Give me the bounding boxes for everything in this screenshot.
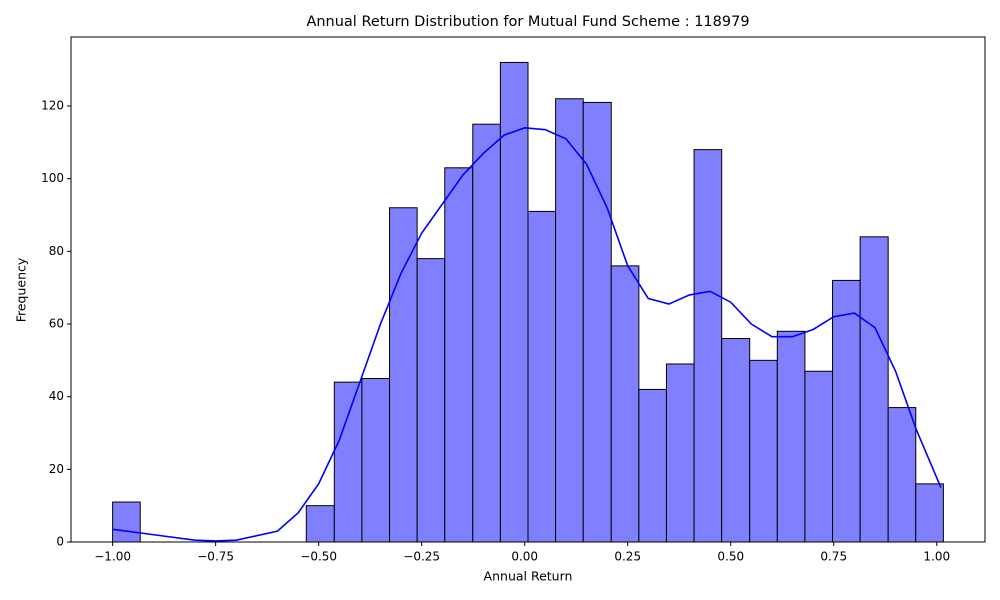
- histogram-bar: [776, 330, 806, 543]
- x-tick-label: −0.50: [300, 550, 337, 564]
- x-axis-label: Annual Return: [484, 569, 573, 584]
- histogram-bar: [638, 388, 667, 543]
- histogram-bar: [112, 501, 141, 543]
- histogram-bar: [416, 258, 446, 543]
- histogram-bar: [305, 505, 335, 543]
- histogram-bar: [389, 207, 418, 543]
- y-tick-label: 20: [49, 462, 64, 476]
- histogram-bar: [472, 123, 501, 543]
- histogram-bar: [610, 265, 640, 543]
- histogram-bar: [887, 407, 917, 543]
- histogram-bar: [555, 98, 584, 543]
- x-tick-label: 0.75: [820, 550, 847, 564]
- histogram-bar: [749, 359, 778, 543]
- chart-title: Annual Return Distribution for Mutual Fu…: [306, 14, 749, 30]
- kde-line: [112, 127, 942, 542]
- x-tick-label: −0.25: [403, 550, 440, 564]
- histogram-bar: [527, 210, 557, 543]
- y-tick-label: 40: [49, 389, 64, 403]
- histogram-bar: [915, 483, 944, 543]
- histogram-bar: [832, 279, 861, 543]
- y-tick-label: 0: [56, 535, 64, 549]
- x-tick-label: 0.25: [614, 550, 641, 564]
- x-tick-label: 0.50: [717, 550, 744, 564]
- x-tick-label: 1.00: [923, 550, 950, 564]
- y-tick-label: 60: [49, 317, 64, 331]
- histogram-bar: [859, 236, 889, 543]
- histogram-bar: [693, 149, 723, 543]
- plot-frame: [70, 36, 986, 543]
- x-tick-label: 0.00: [511, 550, 538, 564]
- x-tick-label: −1.00: [94, 550, 131, 564]
- y-axis-label: Frequency: [14, 257, 29, 322]
- histogram-bar: [333, 381, 363, 543]
- y-tick-label: 80: [49, 244, 64, 258]
- x-tick-label: −0.75: [197, 550, 234, 564]
- histogram-bar: [665, 363, 695, 543]
- histogram-bar: [444, 167, 474, 543]
- histogram-bar: [721, 338, 751, 543]
- histogram-bar: [582, 101, 612, 543]
- y-tick-label: 100: [41, 171, 64, 185]
- histogram-bar: [804, 370, 834, 543]
- y-tick-label: 120: [41, 99, 64, 113]
- histogram-bar: [361, 378, 391, 543]
